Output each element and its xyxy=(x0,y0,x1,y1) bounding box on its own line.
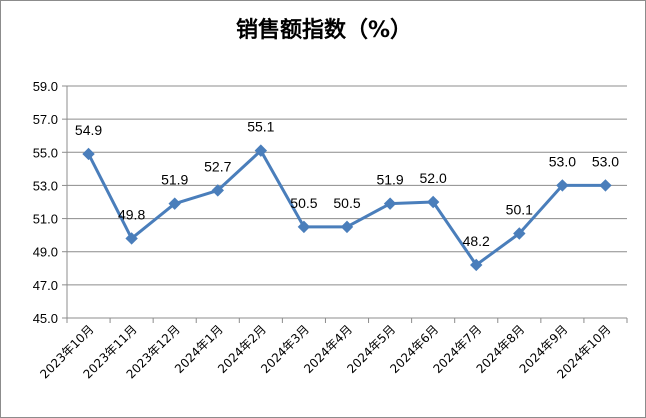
x-axis: 2023年10月2023年11月2023年12月2024年1月2024年2月20… xyxy=(37,317,628,381)
y-axis: 45.0 47.0 49.0 51.0 53.0 55.0 57.0 59.0 xyxy=(33,79,68,326)
data-point-10 xyxy=(513,227,526,240)
data-label-10: 50.1 xyxy=(506,201,533,217)
data-point-7 xyxy=(383,197,397,210)
data-label-2: 51.9 xyxy=(161,172,188,188)
gridlines xyxy=(67,85,627,319)
data-label-9: 48.2 xyxy=(463,233,490,249)
chart-title: 销售额指数（%） xyxy=(236,17,412,43)
data-point-12 xyxy=(599,179,612,192)
y-tick-label-2: 49.0 xyxy=(33,245,58,260)
y-tick-label-4: 53.0 xyxy=(33,178,58,193)
y-tick-label-0: 45.0 xyxy=(33,311,58,326)
data-point-1 xyxy=(125,232,138,245)
data-point-2 xyxy=(168,197,181,210)
y-tick-label-7: 59.0 xyxy=(33,79,58,94)
data-label-5: 50.5 xyxy=(290,195,317,211)
y-tick-label-5: 55.0 xyxy=(33,145,58,160)
data-label-4: 55.1 xyxy=(247,119,274,135)
data-label-7: 51.9 xyxy=(376,172,403,188)
data-point-9 xyxy=(470,258,483,272)
data-point-11 xyxy=(556,179,569,192)
data-label-1: 49.8 xyxy=(118,206,145,222)
data-point-0 xyxy=(82,147,95,161)
data-label-3: 52.7 xyxy=(204,158,231,174)
data-point-5 xyxy=(297,220,311,234)
data-point-8 xyxy=(426,195,440,209)
data-label-8: 52.0 xyxy=(420,170,447,186)
data-point-3 xyxy=(211,184,224,197)
data-label-12: 53.0 xyxy=(592,153,619,169)
y-tick-label-1: 47.0 xyxy=(33,278,58,293)
data-labels: 54.9 49.8 51.9 52.7 55.1 50.5 50.5 51.9 52.0 48.2… xyxy=(75,119,619,249)
data-label-11: 53.0 xyxy=(549,153,576,169)
y-tick-label-6: 57.0 xyxy=(33,112,58,127)
data-point-4 xyxy=(254,144,268,157)
data-point-6 xyxy=(340,220,354,234)
data-label-0: 54.9 xyxy=(75,122,102,138)
data-label-6: 50.5 xyxy=(333,195,360,211)
y-tick-label-3: 51.0 xyxy=(33,212,58,227)
series-sales-index xyxy=(82,144,612,272)
